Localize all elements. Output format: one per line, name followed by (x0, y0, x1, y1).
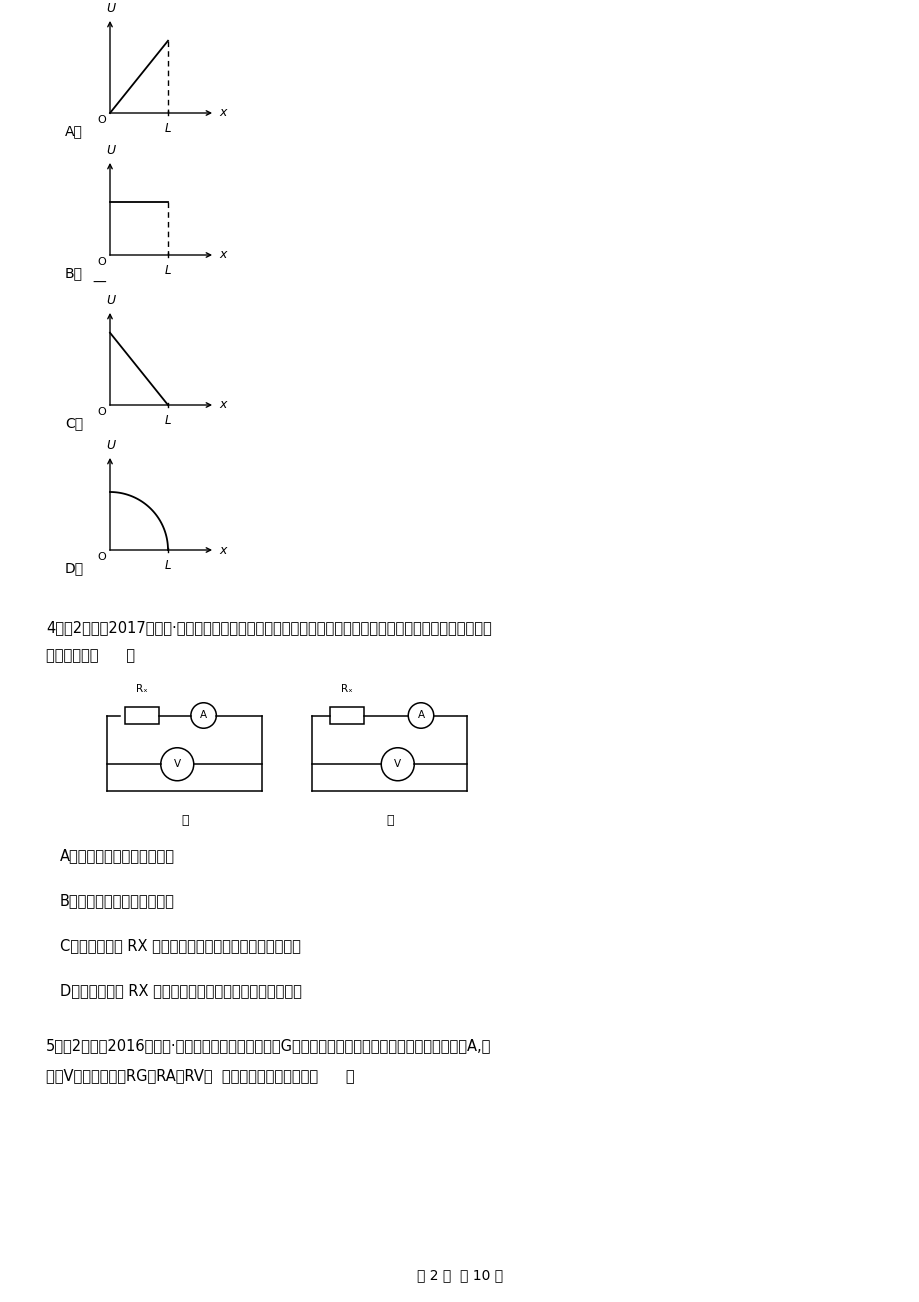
Text: Rₓ: Rₓ (340, 685, 352, 694)
Text: A: A (417, 711, 424, 720)
Text: 析正确的是（      ）: 析正确的是（ ） (46, 648, 135, 663)
Circle shape (380, 747, 414, 781)
Circle shape (161, 747, 194, 781)
Text: Rₓ: Rₓ (136, 685, 147, 694)
Text: 第 2 页  共 10 页: 第 2 页 共 10 页 (416, 1268, 503, 1282)
Text: U: U (107, 439, 116, 452)
Text: 5．（2分）（2016高二上·宝坻期中）小量程的电流表G和用与此相同的小量程电流表改制成的电流表A,电: 5．（2分）（2016高二上·宝坻期中）小量程的电流表G和用与此相同的小量程电流… (46, 1038, 491, 1053)
Text: 甲: 甲 (181, 815, 188, 828)
Text: L: L (165, 559, 171, 572)
Text: O: O (97, 115, 107, 125)
Text: x: x (219, 107, 226, 120)
Text: 乙: 乙 (386, 815, 393, 828)
Text: C．若被测电阻 RX 与电流表接近，应该选择乙图误差较小: C．若被测电阻 RX 与电流表接近，应该选择乙图误差较小 (60, 937, 301, 953)
Bar (329, 707, 363, 724)
Bar (124, 707, 158, 724)
Text: A: A (199, 711, 207, 720)
Text: B．: B． (65, 266, 83, 280)
Text: 4．（2分）（2017高二上·株洲期末）某同学用伏安法测电阻，分别采用了甲、乙两种电路测量，关于误差分: 4．（2分）（2017高二上·株洲期末）某同学用伏安法测电阻，分别采用了甲、乙两… (46, 620, 492, 635)
Text: —: — (92, 276, 106, 290)
Text: U: U (107, 145, 116, 158)
Text: x: x (219, 543, 226, 556)
Text: B．若选择乙图，测量值偏大: B．若选择乙图，测量值偏大 (60, 893, 175, 907)
Text: U: U (107, 294, 116, 307)
Text: A．若选择甲图，测量值偏大: A．若选择甲图，测量值偏大 (60, 848, 175, 863)
Text: V: V (174, 759, 181, 769)
Text: C．: C． (65, 417, 83, 430)
Text: L: L (165, 264, 171, 277)
Text: O: O (97, 552, 107, 562)
Text: L: L (165, 414, 171, 427)
Circle shape (190, 703, 216, 728)
Text: V: V (393, 759, 401, 769)
Text: D．若被测电阻 RX 与电压表接近，应该选择甲图误差较小: D．若被测电阻 RX 与电压表接近，应该选择甲图误差较小 (60, 983, 301, 999)
Text: A．: A． (65, 124, 83, 138)
Text: x: x (219, 249, 226, 262)
Text: O: O (97, 408, 107, 417)
Text: O: O (97, 256, 107, 267)
Text: 压表V的内阻分别为RG、RA、RV，  它们之间的大小关系是（      ）: 压表V的内阻分别为RG、RA、RV， 它们之间的大小关系是（ ） (46, 1068, 354, 1083)
Text: D．: D． (65, 561, 84, 575)
Text: U: U (107, 3, 116, 16)
Text: x: x (219, 398, 226, 411)
Text: L: L (165, 122, 171, 135)
Circle shape (408, 703, 433, 728)
